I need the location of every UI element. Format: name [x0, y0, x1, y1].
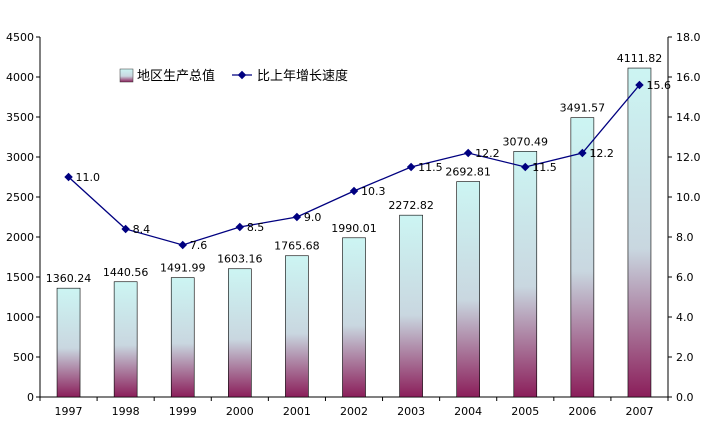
x-tick-label: 1997: [55, 405, 83, 418]
bar-value-label: 1603.16: [217, 253, 263, 266]
legend: 地区生产总值 比上年增长速度: [119, 68, 348, 84]
legend-label-bar: 地区生产总值: [137, 68, 215, 84]
y-left-tick-label: 4500: [6, 31, 34, 44]
legend-swatch-bar: [119, 68, 134, 83]
y-right-tick-label: 12.0: [676, 151, 701, 164]
y-right-tick-label: 18.0: [676, 31, 701, 44]
y-left-tick-label: 3500: [6, 111, 34, 124]
bar-value-label: 2272.82: [388, 199, 434, 212]
bar-value-label: 1765.68: [274, 240, 320, 253]
x-tick-label: 2003: [397, 405, 425, 418]
bar: [456, 181, 480, 398]
bar-value-label: 1491.99: [160, 262, 206, 275]
y-right-tick-label: 6.0: [676, 271, 694, 284]
line-value-label: 7.6: [190, 239, 208, 252]
x-tick-label: 2006: [568, 405, 596, 418]
line-point: [178, 240, 187, 250]
line-value-label: 12.2: [589, 147, 614, 160]
line-value-label: 11.5: [418, 161, 443, 174]
line-point: [463, 148, 473, 158]
data-labels: 1360.24 1440.56 1491.99 1603.16 1765.68 1990.…: [46, 52, 671, 285]
y-left-tick-label: 1500: [6, 271, 34, 284]
line-value-label: 9.0: [304, 211, 322, 224]
y-left-tick-label: 1000: [6, 311, 34, 324]
bar: [113, 281, 138, 398]
legend-swatch-marker: [237, 70, 247, 80]
bar: [513, 151, 538, 398]
bar-value-label: 1440.56: [103, 266, 149, 279]
x-tick-label: 2002: [340, 405, 368, 418]
x-tick-label: 1999: [169, 405, 197, 418]
line-point: [235, 222, 245, 232]
bar-value-label: 1360.24: [46, 272, 92, 285]
line-value-label: 11.5: [532, 161, 557, 174]
x-tick-label: 2005: [511, 405, 539, 418]
bar: [170, 277, 195, 398]
line-value-label: 12.2: [475, 147, 500, 160]
legend-label-line: 比上年增长速度: [257, 68, 348, 84]
y-right-tick-label: 8.0: [676, 231, 694, 244]
bar-series: [56, 67, 652, 398]
line-point: [64, 172, 73, 182]
line-point: [406, 162, 416, 172]
y-left-tick-label: 4000: [6, 71, 34, 84]
line-value-label: 10.3: [361, 185, 386, 198]
bar-value-label: 4111.82: [617, 52, 663, 65]
bar-value-label: 3491.57: [560, 102, 606, 115]
y-right-tick-label: 10.0: [676, 191, 701, 204]
line-value-label: 11.0: [76, 171, 101, 184]
bar: [399, 214, 423, 398]
line-point: [349, 186, 359, 196]
axes: 0 500 1000 1500 2000 2500 3000 3500 4000 4500 0.0 2…: [6, 31, 701, 418]
line-value-label: 15.6: [646, 79, 671, 92]
y-right-tick-label: 4.0: [676, 311, 694, 324]
y-left-tick-label: 3000: [6, 151, 34, 164]
bar: [627, 67, 652, 398]
y-left-tick-label: 0: [27, 391, 34, 404]
y-left-tick-label: 500: [13, 351, 34, 364]
bar-value-label: 1990.01: [331, 222, 377, 235]
y-left-tick-label: 2000: [6, 231, 34, 244]
x-tick-label: 2004: [454, 405, 482, 418]
line-value-label: 8.4: [133, 223, 151, 236]
bar: [285, 255, 309, 398]
y-right-tick-label: 2.0: [676, 351, 694, 364]
bar: [56, 287, 81, 398]
line-value-label: 8.5: [247, 221, 265, 234]
x-tick-label: 1998: [112, 405, 140, 418]
bar: [228, 268, 252, 398]
line-point: [292, 212, 302, 222]
y-left-tick-label: 2500: [6, 191, 34, 204]
x-tick-label: 2001: [283, 405, 311, 418]
bar: [570, 117, 595, 398]
bar-value-label: 3070.49: [503, 135, 549, 148]
y-right-tick-label: 14.0: [676, 111, 701, 124]
y-right-tick-label: 0.0: [676, 391, 694, 404]
x-tick-label: 2007: [625, 405, 653, 418]
x-tick-label: 2000: [226, 405, 254, 418]
bar: [342, 237, 366, 398]
y-right-tick-label: 16.0: [676, 71, 701, 84]
bar-value-label: 2692.81: [445, 166, 491, 179]
